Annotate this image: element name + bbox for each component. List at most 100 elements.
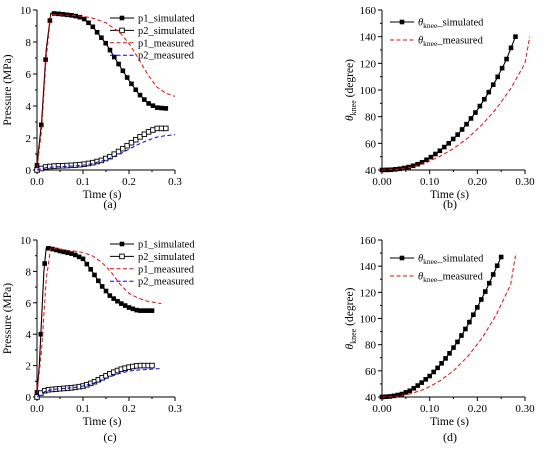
data-point	[120, 145, 126, 152]
data-point	[439, 361, 444, 366]
legend-marker	[119, 253, 125, 260]
legend-label: p2_measured	[138, 277, 195, 288]
y-tick-label: 0	[26, 165, 32, 177]
y-tick-label: 120	[360, 58, 377, 70]
data-point	[427, 373, 432, 379]
data-point	[65, 250, 70, 256]
data-point	[50, 246, 55, 252]
data-point	[99, 35, 104, 41]
data-point	[499, 65, 505, 71]
data-point	[38, 122, 44, 128]
data-point	[477, 103, 483, 109]
x-axis-label: Time (s)	[430, 189, 469, 201]
y-tick-label: 6	[26, 69, 32, 81]
data-point	[138, 308, 143, 313]
series-line	[381, 36, 516, 171]
data-point	[486, 280, 492, 286]
data-point	[433, 151, 438, 157]
data-point	[115, 148, 122, 155]
data-point	[38, 331, 44, 337]
data-point	[163, 106, 169, 111]
data-point	[128, 139, 135, 146]
data-point	[467, 319, 472, 325]
legend-label: θknee_simulated	[418, 18, 484, 31]
data-point	[490, 272, 496, 277]
data-point	[447, 351, 452, 356]
data-point	[459, 333, 464, 338]
series-line	[36, 134, 176, 171]
y-tick-label: 40	[365, 165, 377, 177]
y-tick-label: 80	[365, 112, 377, 124]
y-tick-label: 80	[365, 340, 377, 352]
data-point	[468, 116, 474, 121]
series-line	[36, 368, 162, 398]
panel-label: (c)	[103, 430, 116, 444]
data-point	[431, 369, 436, 375]
data-point	[122, 303, 128, 308]
y-tick-label: 8	[26, 37, 32, 49]
data-point	[384, 167, 389, 173]
x-tick-label: 0.2	[122, 176, 136, 188]
panel-label: (b)	[443, 197, 457, 211]
data-point	[395, 392, 401, 398]
data-point	[410, 163, 416, 169]
legend-marker	[399, 255, 405, 261]
legend-label: p1_simulated	[138, 14, 195, 25]
data-point	[450, 136, 456, 142]
data-point	[46, 245, 51, 251]
data-point	[88, 267, 93, 272]
data-point	[435, 365, 440, 371]
data-point	[406, 164, 411, 170]
data-point	[459, 127, 465, 132]
data-point	[403, 390, 409, 395]
x-tick-label: 0.2	[122, 403, 136, 415]
data-point	[142, 97, 147, 102]
y-tick-label: 100	[360, 85, 377, 97]
x-tick-label: 0.30	[515, 403, 535, 415]
data-point	[116, 61, 121, 67]
data-point	[464, 121, 469, 127]
data-point	[69, 251, 74, 256]
y-tick-label: 6	[26, 298, 32, 310]
x-tick-label: 0.00	[372, 176, 392, 188]
data-point	[419, 380, 425, 385]
data-point	[163, 125, 169, 132]
data-point	[475, 305, 480, 310]
chart-panel-b: 0.00 0.10 0.20 0.30 40 60 80 100 120 140 160 Time (…	[344, 5, 535, 211]
x-tick-label: 0.3	[168, 403, 182, 415]
data-point	[451, 345, 456, 350]
data-point	[397, 166, 403, 172]
y-axis-label: θknee (degree)	[344, 287, 358, 349]
x-tick-label: 0.20	[468, 403, 488, 415]
x-axis-label: Time (s)	[430, 416, 469, 428]
data-point	[495, 74, 500, 80]
y-tick-label: 160	[360, 235, 377, 247]
x-axis-label: Time (s)	[83, 189, 122, 201]
data-point	[126, 305, 132, 310]
y-tick-label: 10	[20, 235, 32, 247]
y-tick-label: 140	[360, 261, 377, 273]
chart-panel-d: 0.00 0.10 0.20 0.30 40 60 80 100 120 140 160 Time (…	[344, 235, 535, 444]
data-point	[437, 148, 443, 154]
data-point	[441, 144, 447, 150]
legend-label: θknee_measured	[418, 36, 484, 49]
legend-label: p1_measured	[138, 38, 195, 49]
data-point	[455, 339, 460, 345]
data-point	[399, 391, 405, 397]
data-point	[86, 20, 91, 26]
y-axis-label: θknee (degree)	[344, 59, 358, 121]
y-tick-label: 140	[360, 32, 377, 44]
data-point	[51, 11, 57, 16]
chart-panel-a: 0.0 0.1 0.2 0.3 0 2 4 6 8 10 Time (s) Pressure (MPa…	[2, 5, 195, 211]
data-point	[419, 159, 425, 165]
data-point	[428, 154, 434, 160]
series-line	[36, 247, 162, 394]
data-point	[103, 288, 109, 294]
data-point	[103, 40, 108, 46]
y-tick-label: 0	[26, 392, 32, 404]
data-point	[446, 141, 452, 146]
y-tick-label: 60	[365, 366, 377, 378]
data-point	[150, 103, 156, 108]
data-point	[391, 393, 397, 399]
